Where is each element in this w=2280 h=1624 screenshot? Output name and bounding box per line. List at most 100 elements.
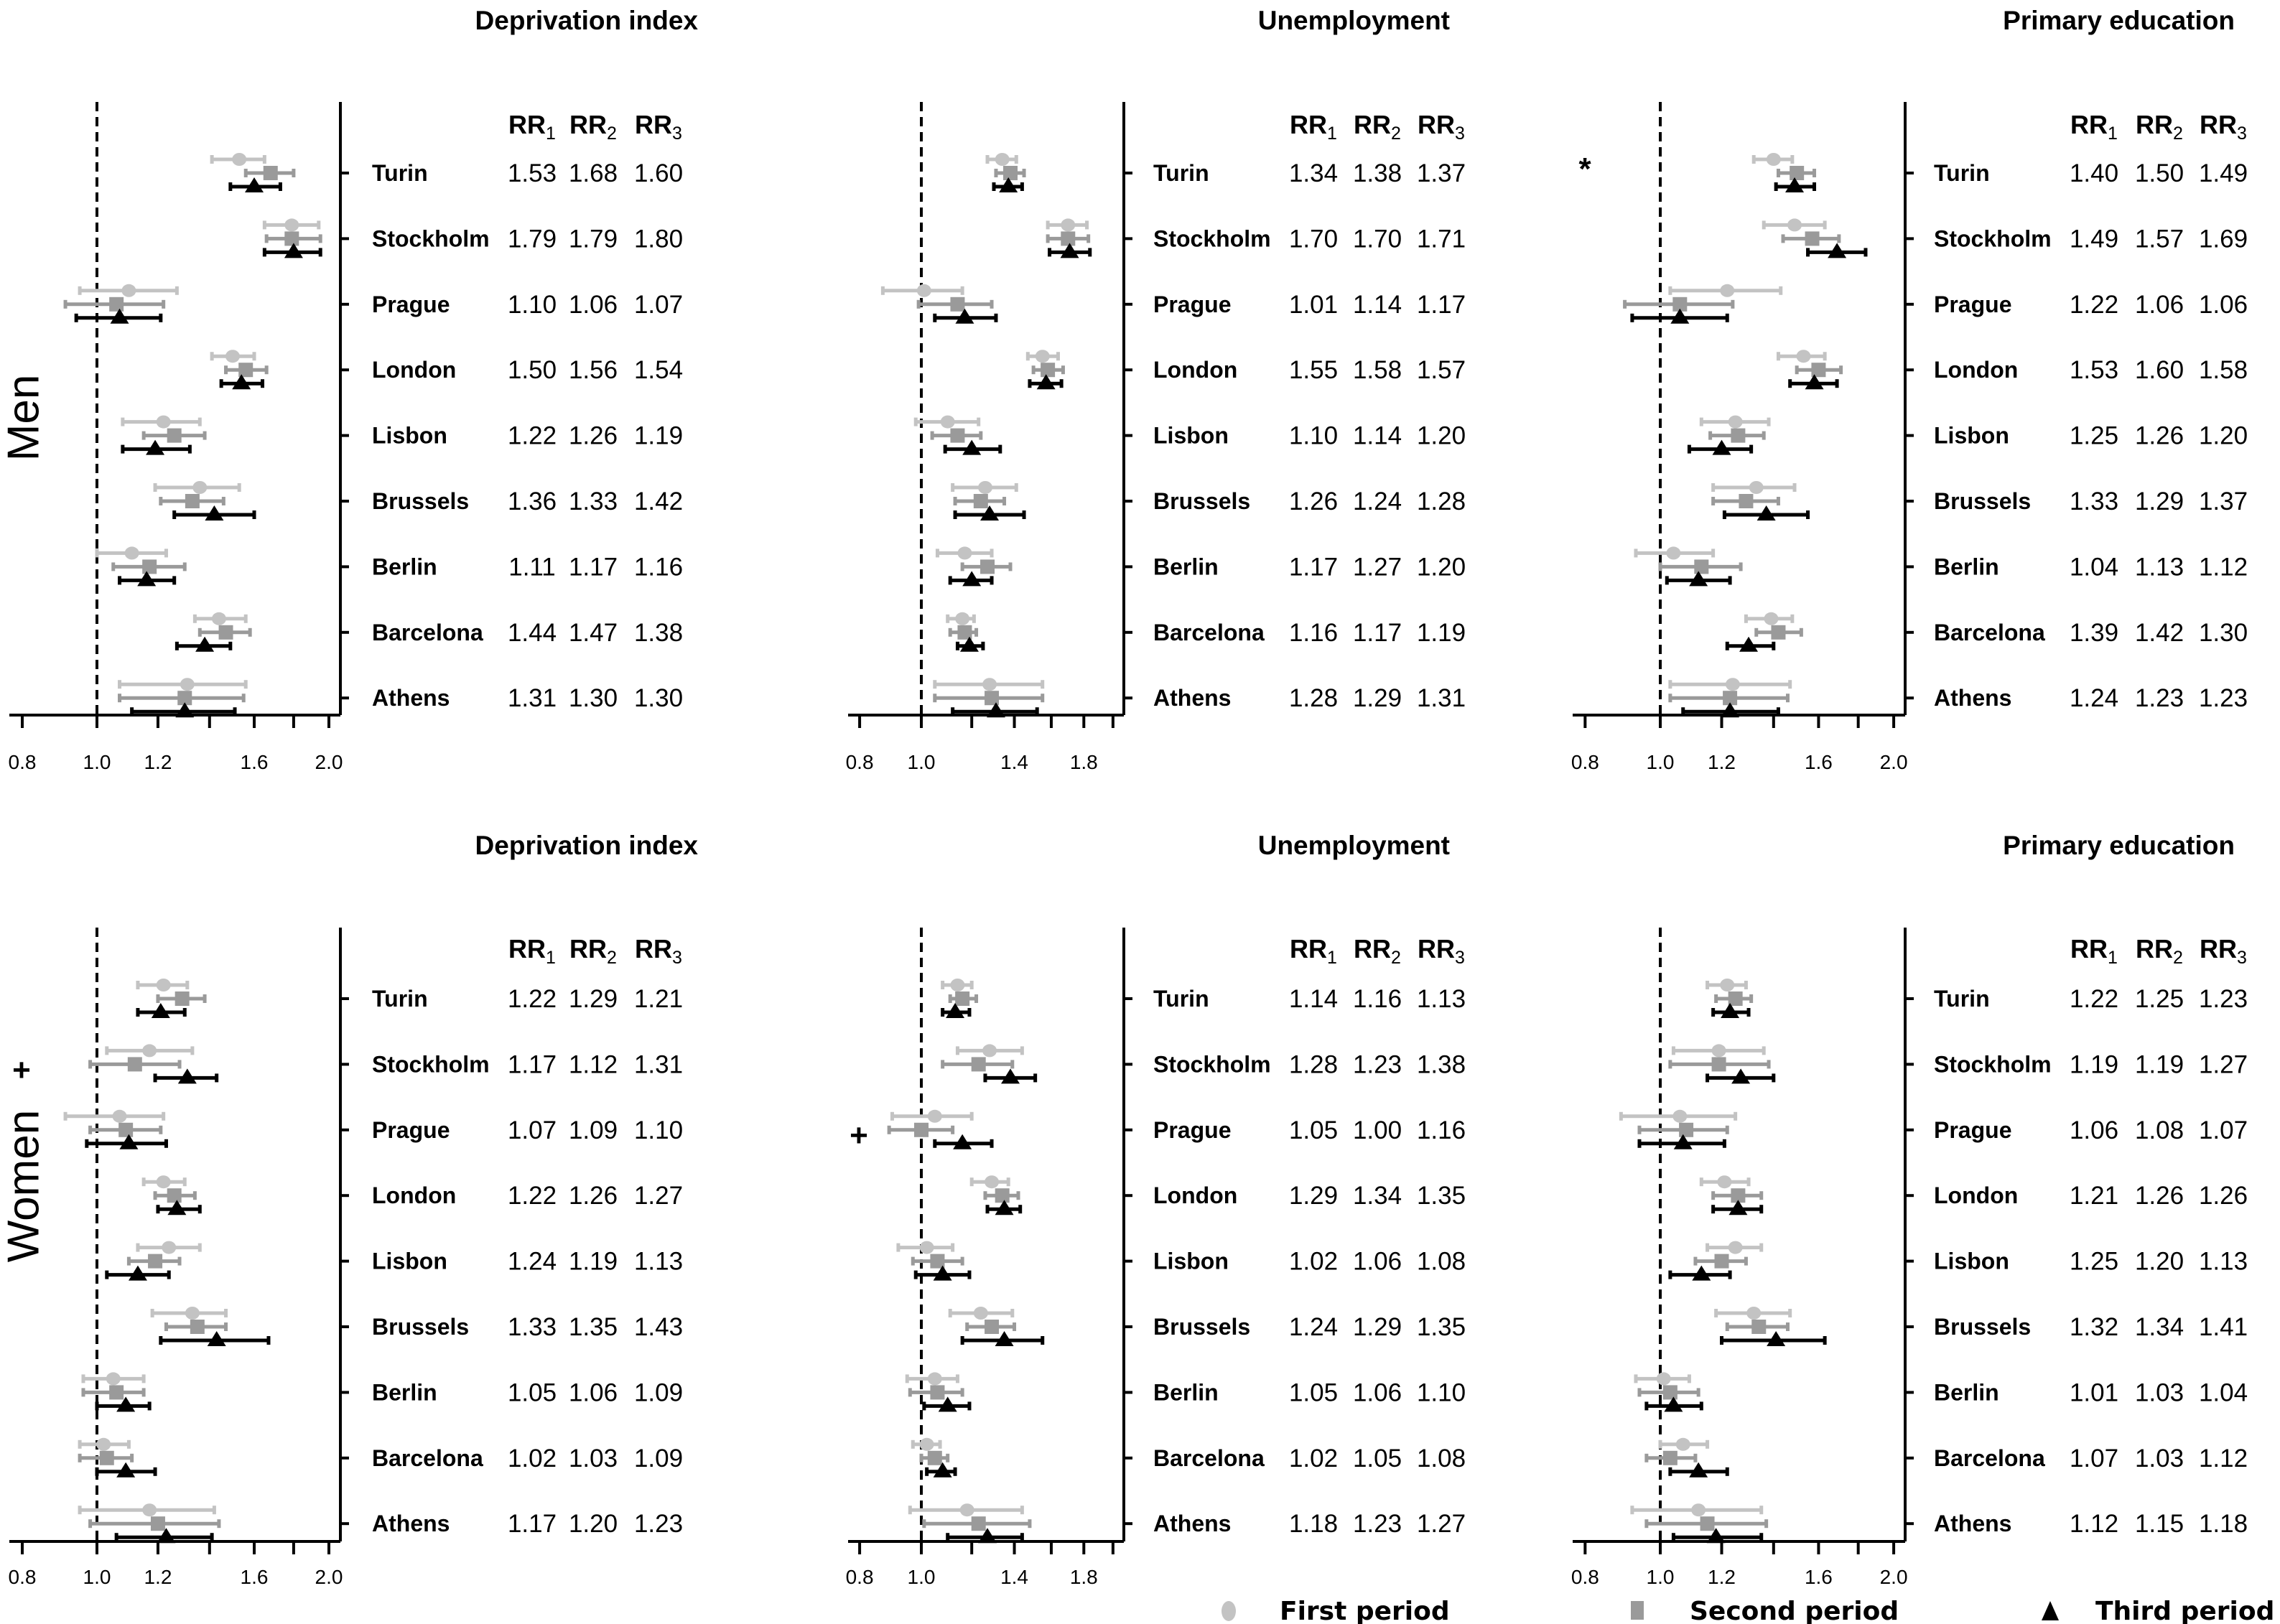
x-tick-label: 1.4 — [1000, 1566, 1028, 1588]
rr-value: 1.10 — [1417, 1378, 1466, 1406]
rr-value: 1.13 — [634, 1248, 683, 1276]
rr-value: 1.23 — [1353, 1510, 1402, 1538]
estimate-circle — [913, 415, 981, 429]
group-label-men: Men — [0, 375, 49, 462]
rr-value: 1.23 — [2199, 684, 2248, 712]
rr-value: 1.23 — [634, 1510, 683, 1538]
estimate-triangle — [1644, 1396, 1703, 1412]
city-label: Turin — [1934, 986, 1990, 1012]
city-label: Athens — [1934, 685, 2011, 711]
rr-value: 1.58 — [1353, 356, 1402, 384]
rr-header: RR1 — [508, 110, 556, 144]
point-triangle — [116, 1396, 136, 1412]
rr-value: 1.16 — [1417, 1116, 1466, 1144]
rr-value: 1.13 — [2199, 1248, 2248, 1276]
rr-value: 1.22 — [508, 422, 557, 450]
rr-value: 1.37 — [2199, 487, 2248, 515]
estimate-circle — [1025, 350, 1060, 363]
city-label: Prague — [372, 291, 450, 317]
point-square — [980, 559, 995, 574]
rr-header-subscript: 1 — [546, 123, 556, 144]
estimate-triangle — [95, 1396, 152, 1412]
rr-value: 1.29 — [1353, 684, 1402, 712]
rr-header: RR3 — [635, 110, 682, 144]
point-triangle — [146, 439, 165, 455]
point-triangle — [1828, 243, 1847, 258]
city-label: Athens — [1934, 1511, 2011, 1536]
point-circle — [1711, 1044, 1726, 1058]
group-label-women: Women — [0, 1110, 49, 1263]
rr-value: 1.07 — [2199, 1116, 2248, 1144]
rr-value: 1.25 — [2135, 985, 2184, 1013]
rr-value: 1.30 — [2199, 619, 2248, 647]
estimate-circle — [1671, 1044, 1766, 1058]
rr-value: 1.26 — [569, 1182, 618, 1210]
rr-value: 1.50 — [2135, 159, 2184, 187]
city-label: Brussels — [1153, 488, 1250, 514]
significance-annotation: + — [12, 1053, 31, 1088]
rr-value: 1.04 — [2070, 553, 2118, 581]
estimate-square — [78, 1450, 134, 1465]
estimate-circle — [969, 1175, 1010, 1189]
rr-value: 1.24 — [1353, 487, 1402, 515]
point-square — [927, 1450, 942, 1465]
rr-header: RR3 — [1418, 934, 1465, 968]
point-triangle — [1767, 1331, 1786, 1346]
point-circle — [1725, 678, 1740, 691]
point-square — [1711, 1057, 1726, 1072]
city-label: Berlin — [1934, 1379, 1999, 1405]
rr-value: 1.32 — [2070, 1313, 2118, 1341]
rr-value: 1.19 — [569, 1248, 618, 1276]
legend-item-circle: First period — [1222, 1597, 1450, 1624]
point-triangle — [1673, 1134, 1693, 1149]
point-square — [185, 494, 200, 508]
rr-value: 1.14 — [1353, 291, 1402, 319]
point-triangle — [1712, 439, 1731, 455]
rr-header-subscript: 2 — [607, 948, 617, 968]
rr-value: 1.16 — [634, 553, 683, 581]
rr-value: 1.27 — [2199, 1050, 2248, 1078]
city-label: Athens — [1153, 1511, 1231, 1536]
rr-value: 1.71 — [1417, 225, 1466, 253]
estimate-square — [264, 231, 322, 246]
rr-value: 1.53 — [2070, 356, 2118, 384]
rr-header-base: RR — [2200, 110, 2237, 139]
point-circle — [121, 284, 136, 297]
point-circle — [1717, 1175, 1732, 1189]
point-square — [950, 297, 965, 312]
x-tick-label: 0.8 — [1571, 751, 1599, 773]
rr-header-base: RR — [2200, 934, 2237, 963]
point-circle — [1666, 546, 1681, 560]
rr-value: 1.38 — [1417, 1050, 1466, 1078]
point-square — [1811, 363, 1826, 378]
panel-title: Unemployment — [1258, 6, 1450, 35]
city-label: Lisbon — [372, 423, 447, 449]
estimate-square — [922, 1516, 1032, 1531]
point-triangle — [1036, 374, 1056, 390]
point-circle — [977, 481, 992, 494]
point-circle — [284, 218, 299, 232]
rr-header: RR1 — [1290, 110, 1337, 144]
estimate-circle — [1699, 1175, 1751, 1189]
estimate-triangle — [1630, 308, 1729, 324]
rr-header: RR2 — [569, 110, 617, 144]
estimate-circle — [1762, 218, 1827, 232]
rr-value: 1.44 — [508, 619, 557, 647]
rr-value: 1.22 — [508, 985, 557, 1013]
point-triangle — [175, 702, 195, 718]
city-label: Turin — [1934, 160, 1990, 186]
rr-header: RR2 — [569, 934, 617, 968]
estimate-circle — [1714, 1307, 1792, 1320]
point-circle — [916, 284, 931, 297]
point-square — [1739, 494, 1754, 508]
estimate-square — [1711, 1188, 1764, 1203]
estimate-circle — [150, 1307, 228, 1320]
rr-value: 1.02 — [1289, 1445, 1338, 1473]
estimate-triangle — [1681, 702, 1780, 718]
rr-header-base: RR — [1290, 934, 1327, 963]
estimate-triangle — [130, 702, 237, 718]
estimate-circle — [951, 481, 1018, 494]
estimate-triangle — [85, 1134, 168, 1149]
city-label: Stockholm — [1934, 225, 2052, 251]
rr-value: 1.07 — [634, 291, 683, 319]
